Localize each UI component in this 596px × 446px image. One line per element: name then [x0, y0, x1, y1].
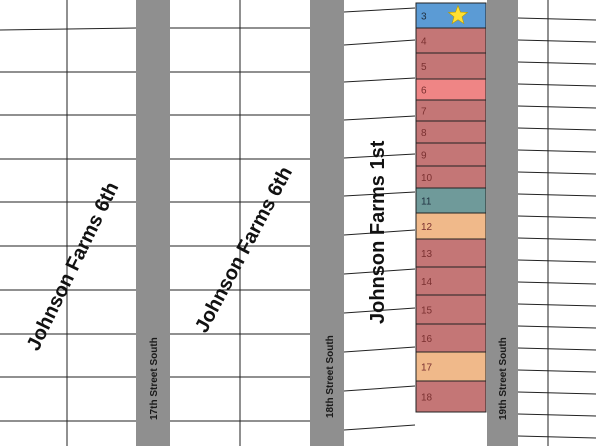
lot-3: [415, 2, 487, 29]
lot-number-11: 11: [421, 197, 432, 208]
street-label-18th: 18th Street South: [325, 335, 336, 418]
lot-number-13: 13: [421, 249, 433, 260]
lot-number-16: 16: [421, 334, 433, 345]
lot-4: [415, 27, 487, 54]
road-18th-street: [310, 0, 344, 446]
lot-number-17: 17: [421, 363, 433, 374]
block-b-lots: [170, 0, 310, 446]
lot-12: [415, 212, 487, 240]
lot-18: [415, 380, 487, 413]
lot-number-18: 18: [421, 393, 433, 404]
street-label-17th: 17th Street South: [149, 337, 160, 420]
lot-number-12: 12: [421, 222, 433, 233]
lot-number-5: 5: [421, 62, 427, 73]
road-19th-street: [487, 0, 518, 446]
road-17th-street: [136, 0, 170, 446]
lot-number-9: 9: [421, 151, 427, 162]
lot-number-15: 15: [421, 306, 433, 317]
lot-number-7: 7: [421, 107, 427, 118]
subdivision-label-johnson-farms-1st: Johnson Farms 1st: [367, 140, 389, 324]
lot-number-10: 10: [421, 173, 433, 184]
lot-13: [415, 238, 487, 268]
highlighted-lots: 3 4 5 6 7 8 9 10 11 12 13 14 15 16 17 18: [415, 2, 487, 413]
lot-number-3: 3: [421, 12, 427, 23]
lot-number-8: 8: [421, 128, 427, 139]
star-icon: [447, 4, 469, 25]
lot-5: [415, 52, 487, 80]
lot-16: [415, 323, 487, 353]
block-d-lots: [517, 0, 596, 446]
lot-number-14: 14: [421, 277, 433, 288]
lot-number-4: 4: [421, 37, 427, 48]
street-label-19th: 19th Street South: [498, 337, 509, 420]
block-a-lots: [0, 0, 137, 446]
lot-11: [415, 187, 487, 214]
lot-17: [415, 351, 487, 382]
lot-number-6: 6: [421, 86, 427, 97]
block-c-lots: [343, 7, 416, 431]
